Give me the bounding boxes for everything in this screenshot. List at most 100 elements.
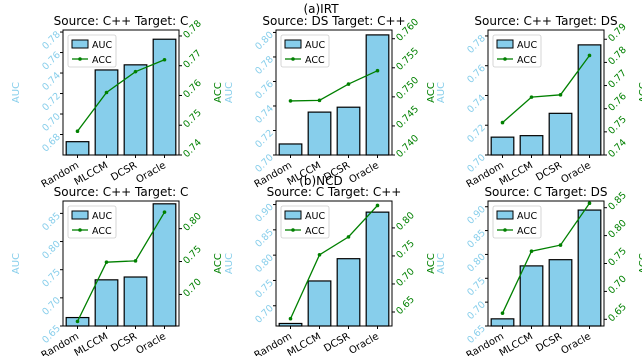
legend-label-acc: ACC xyxy=(517,226,537,237)
legend-swatch-auc xyxy=(496,210,514,220)
y2-tick-label: 0.65 xyxy=(394,294,417,317)
bar-auc-dcsr xyxy=(123,276,148,327)
section-label-irt: (a)IRT xyxy=(303,2,339,16)
legend-label-acc: ACC xyxy=(92,55,112,66)
chart-panel-2: Source: DS Target: C++0.700.720.740.760.… xyxy=(224,14,437,190)
point-acc-oracle xyxy=(587,201,592,206)
legend-marker-acc xyxy=(78,228,82,232)
legend-marker-acc xyxy=(503,57,507,61)
y2-axis-label: ACC xyxy=(213,82,224,103)
y-tick-label: 0.68 xyxy=(40,132,63,155)
legend-swatch-auc xyxy=(496,39,514,49)
y2-tick-label: 0.755 xyxy=(394,46,421,73)
chart-panel-4: Source: C++ Target: C0.650.700.750.800.8… xyxy=(11,185,224,356)
legend-label-auc: AUC xyxy=(92,211,112,222)
chart-title: Source: DS Target: C++ xyxy=(262,14,405,28)
point-acc-dcsr xyxy=(558,243,563,247)
plot-frame xyxy=(487,29,605,156)
y-tick-label: 0.78 xyxy=(253,54,276,77)
y-tick-label: 0.75 xyxy=(253,278,276,301)
legend-label-auc: AUC xyxy=(517,40,537,51)
point-acc-dcsr xyxy=(346,82,351,86)
point-acc-oracle xyxy=(375,68,380,73)
x-tick-label: MLCCM xyxy=(498,331,535,356)
point-acc-random xyxy=(75,319,80,324)
y2-tick-label: 0.80 xyxy=(606,218,629,241)
x-tick-label: Oracle xyxy=(134,331,168,356)
y2-tick-label: 0.78 xyxy=(606,45,629,68)
y-tick-label: 0.72 xyxy=(465,122,488,145)
y-tick-label: 0.78 xyxy=(465,33,488,56)
point-acc-oracle xyxy=(162,57,167,62)
x-tick-label: Oracle xyxy=(347,331,381,356)
point-acc-dcsr xyxy=(133,259,138,263)
line-acc xyxy=(289,205,378,319)
point-acc-oracle xyxy=(587,53,592,58)
y2-tick-label: 0.75 xyxy=(181,244,204,267)
y-tick-label: 0.85 xyxy=(40,211,63,234)
plot-frame xyxy=(62,29,180,156)
point-acc-random xyxy=(288,316,293,321)
bar-auc-mlccm xyxy=(94,69,119,156)
point-acc-dcsr xyxy=(558,93,563,97)
y2-axis-label: ACC xyxy=(426,82,437,103)
y2-tick-label: 0.70 xyxy=(606,274,629,297)
line-acc xyxy=(76,211,166,322)
y-tick-label: 0.75 xyxy=(465,275,488,298)
legend: AUC ACC xyxy=(67,205,117,239)
y-tick-label: 0.76 xyxy=(253,79,276,102)
legend-label-auc: AUC xyxy=(305,211,325,222)
y-tick-label: 0.80 xyxy=(40,239,63,262)
x-tick-label: Oracle xyxy=(347,160,381,186)
bar-auc-oracle xyxy=(365,211,390,327)
y-axis-label: AUC xyxy=(224,253,235,274)
y2-tick-label: 0.70 xyxy=(394,266,417,289)
point-acc-mlccm xyxy=(317,98,322,103)
bar-auc-mlccm xyxy=(307,280,332,327)
y-axis-label: AUC xyxy=(436,82,447,103)
y2-axis-label: ACC xyxy=(638,253,642,274)
chart-title: Source: C++ Target: DS xyxy=(474,14,617,28)
bar-auc-random xyxy=(490,136,515,156)
bar-auc-mlccm xyxy=(519,135,544,156)
plot-frame xyxy=(62,200,180,327)
legend-swatch-auc xyxy=(71,39,89,49)
legend-label-auc: AUC xyxy=(517,211,537,222)
point-acc-dcsr xyxy=(346,235,351,239)
section-label-ncd: (b)NCD xyxy=(299,174,343,188)
legend: AUC ACC xyxy=(280,205,330,239)
y-axis-label: AUC xyxy=(11,253,22,274)
point-acc-dcsr xyxy=(133,69,138,74)
bar-auc-dcsr xyxy=(548,259,573,327)
bar-auc-mlccm xyxy=(519,265,544,327)
y-tick-label: 0.90 xyxy=(465,204,488,227)
plot-frame xyxy=(275,200,393,327)
chart-panel-6: Source: C Target: DS0.650.700.750.800.85… xyxy=(436,185,642,356)
y-tick-label: 0.74 xyxy=(40,70,63,93)
y-tick-label: 0.75 xyxy=(40,267,63,290)
legend-swatch-auc xyxy=(284,210,302,220)
x-tick-label: MLCCM xyxy=(498,160,535,188)
x-tick-label: DCSR xyxy=(534,331,564,355)
point-acc-random xyxy=(75,129,80,133)
y-tick-label: 0.70 xyxy=(253,303,276,326)
bar-auc-dcsr xyxy=(336,106,361,156)
bar-auc-oracle xyxy=(577,44,602,156)
point-acc-random xyxy=(500,120,505,125)
legend-label-auc: AUC xyxy=(305,40,325,51)
legend-label-acc: ACC xyxy=(92,226,112,237)
chart-panel-1: Source: C++ Target: C0.680.700.720.740.7… xyxy=(11,14,224,190)
y-tick-label: 0.78 xyxy=(40,29,63,52)
y2-tick-label: 0.74 xyxy=(606,137,629,160)
bar-auc-dcsr xyxy=(336,258,361,327)
x-tick-label: MLCCM xyxy=(73,160,110,188)
y-tick-label: 0.76 xyxy=(40,50,63,73)
bar-auc-oracle xyxy=(152,38,177,156)
y-tick-label: 0.72 xyxy=(253,128,276,151)
y-tick-label: 0.80 xyxy=(465,252,488,275)
x-tick-label: MLCCM xyxy=(286,331,323,356)
y-tick-label: 0.80 xyxy=(253,252,276,275)
point-acc-random xyxy=(288,99,293,103)
y2-tick-label: 0.745 xyxy=(394,104,421,131)
